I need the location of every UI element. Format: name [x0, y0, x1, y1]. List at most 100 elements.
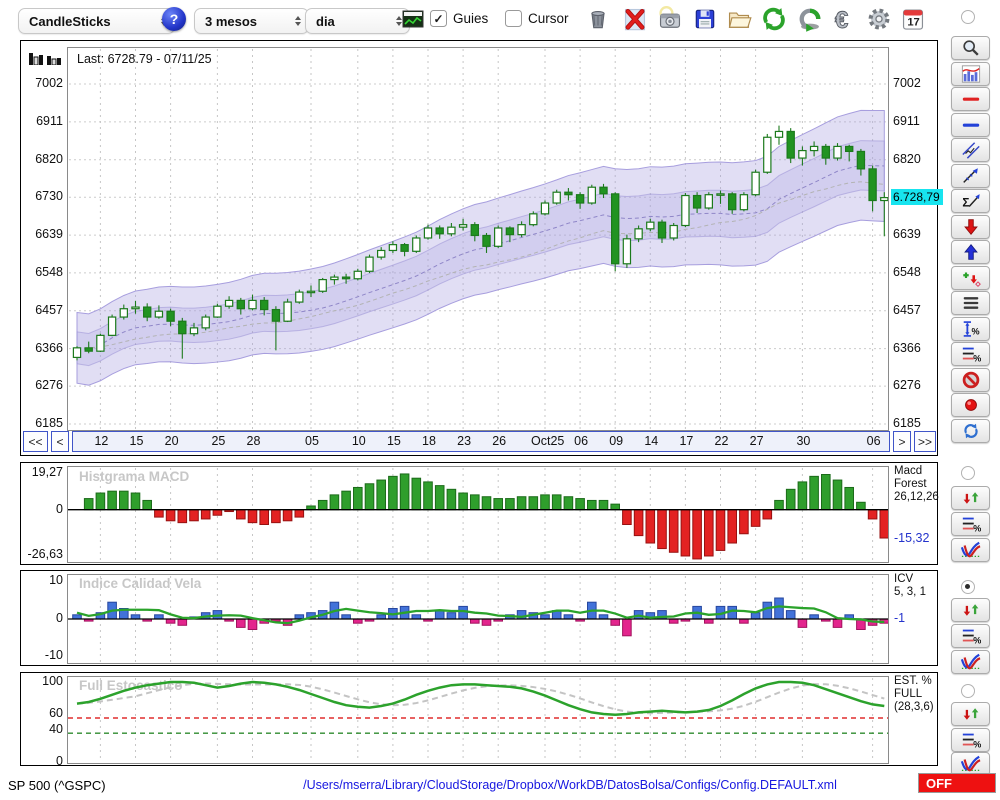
stochastic-name-line: FULL: [894, 688, 923, 700]
stochastic-panel: Full Estocastico EST. % FULL (28,3,6) 100 6…: [20, 672, 938, 768]
tool-buy-arrow-button[interactable]: [951, 240, 990, 264]
stochastic-active-radio[interactable]: [961, 684, 975, 698]
date-tick: 12: [94, 434, 109, 448]
macd-active-radio[interactable]: [961, 466, 975, 480]
tool-add-signal-button[interactable]: [951, 266, 990, 290]
nav-first-button[interactable]: <<: [23, 431, 48, 452]
tool-sell-arrow-button[interactable]: [951, 215, 990, 239]
macd-title: Histgrama MACD: [79, 469, 190, 484]
price-y-tick: 6730: [35, 189, 63, 204]
stochastic-plot[interactable]: [67, 676, 889, 764]
snapshot-button[interactable]: [655, 5, 685, 33]
date-tick: 10: [351, 434, 366, 448]
interval-select[interactable]: dia: [305, 8, 410, 34]
red-down-arrow-icon: [963, 219, 978, 235]
tool-lines-percent-button[interactable]: %: [951, 342, 990, 366]
price-y-tick: 6276: [893, 378, 921, 393]
help-button[interactable]: ?: [162, 7, 186, 31]
icv-signals-button[interactable]: [951, 598, 990, 622]
sell-buy-arrows-icon: [963, 708, 978, 720]
stochastic-lines-button[interactable]: %: [951, 728, 990, 752]
curves-icon: [960, 653, 980, 670]
tool-red-hline-button[interactable]: [951, 87, 990, 111]
stochastic-curves-button[interactable]: [951, 752, 990, 776]
chart-type-select[interactable]: CandleSticks: [18, 8, 175, 34]
icv-value: -1: [894, 611, 906, 625]
price-y-tick: 6185: [893, 416, 921, 430]
cursor-checkbox[interactable]: [505, 10, 522, 27]
price-y-tick: 6185: [35, 416, 63, 430]
delete-button[interactable]: [583, 5, 613, 33]
camera-icon: [659, 6, 681, 28]
chevron-updown-icon: [396, 16, 402, 26]
macd-signals-button[interactable]: [951, 486, 990, 510]
price-y-tick: 6911: [893, 113, 920, 128]
macd-name-line: 26,12,26: [894, 491, 939, 503]
mini-chart-icon: [402, 10, 424, 28]
macd-plot[interactable]: [67, 466, 889, 563]
price-y-tick: 6820: [35, 151, 63, 166]
tool-sync-button[interactable]: [951, 419, 990, 443]
nav-last-button[interactable]: >>: [914, 431, 936, 452]
open-button[interactable]: [724, 5, 754, 33]
question-icon: ?: [169, 11, 179, 27]
calendar-button[interactable]: 17: [898, 5, 928, 33]
tool-channel-button[interactable]: [951, 138, 990, 162]
stochastic-name-label: EST. % FULL (28,3,6): [894, 675, 934, 714]
nav-prev-button[interactable]: <: [51, 431, 69, 452]
icv-y-zero: 0: [56, 611, 63, 625]
currency-button[interactable]: €: [830, 5, 860, 33]
date-tick: 20: [164, 434, 179, 448]
refresh-arrows-icon: [763, 7, 785, 31]
save-button[interactable]: [690, 5, 720, 33]
mini-chart-button[interactable]: [398, 5, 428, 33]
vertical-range-percent-icon: %: [963, 321, 979, 337]
date-tick: 15: [129, 434, 144, 448]
stochastic-y-tick: 40: [49, 722, 63, 736]
svg-text:%: %: [973, 523, 981, 533]
tool-sigma-trendline-button[interactable]: Σ: [951, 189, 990, 213]
stochastic-y-tick: 100: [42, 674, 63, 688]
icv-lines-button[interactable]: %: [951, 624, 990, 648]
lines-percent-icon: %: [962, 517, 981, 533]
curves-icon: [960, 755, 980, 772]
date-axis-strip[interactable]: 12 15 20 25 28 05 10 15 18 23 26 Oct25 06 09 14 17 22 27 3…: [72, 431, 890, 452]
icv-plot[interactable]: [67, 574, 889, 664]
tool-zoom-button[interactable]: [951, 36, 990, 60]
date-tick: 05: [305, 434, 319, 448]
icv-curves-button[interactable]: [951, 650, 990, 674]
settings-button[interactable]: [864, 5, 894, 33]
toolbar-radio[interactable]: [961, 10, 975, 24]
macd-lines-button[interactable]: %: [951, 512, 990, 536]
tool-indicators-button[interactable]: [951, 62, 990, 86]
forbidden-icon: [962, 371, 979, 389]
macd-curves-button[interactable]: [951, 538, 990, 562]
period-select[interactable]: 3 mesos: [194, 8, 309, 34]
tool-levels-button[interactable]: [951, 291, 990, 315]
delete-all-button[interactable]: [620, 5, 650, 33]
stochastic-signals-button[interactable]: [951, 702, 990, 726]
tool-record-button[interactable]: [951, 393, 990, 417]
svg-text:17: 17: [907, 17, 919, 29]
reload-data-button[interactable]: [795, 5, 825, 33]
svg-text:€: €: [835, 7, 849, 33]
price-plot[interactable]: [67, 47, 889, 431]
tool-disable-button[interactable]: [951, 368, 990, 392]
macd-y-max: 19,27: [31, 465, 63, 479]
symbol-label: SP 500 (^GSPC): [8, 778, 106, 793]
tool-range-percent-button[interactable]: %: [951, 317, 990, 341]
magnifier-icon: [962, 40, 979, 56]
guies-checkbox-row: ✓ Guies: [430, 10, 488, 27]
lines-percent-icon: %: [962, 629, 981, 645]
tool-trendline-button[interactable]: [951, 164, 990, 188]
icv-name-line: ICV: [894, 573, 914, 585]
svg-text:%: %: [973, 353, 981, 363]
icv-active-radio[interactable]: [961, 580, 975, 594]
guies-checkbox[interactable]: ✓: [430, 10, 447, 27]
tool-blue-hline-button[interactable]: [951, 113, 990, 137]
off-button[interactable]: OFF: [918, 773, 996, 793]
refresh-button[interactable]: [759, 5, 789, 33]
nav-next-button[interactable]: >: [893, 431, 911, 452]
period-value: 3 mesos: [205, 13, 258, 29]
